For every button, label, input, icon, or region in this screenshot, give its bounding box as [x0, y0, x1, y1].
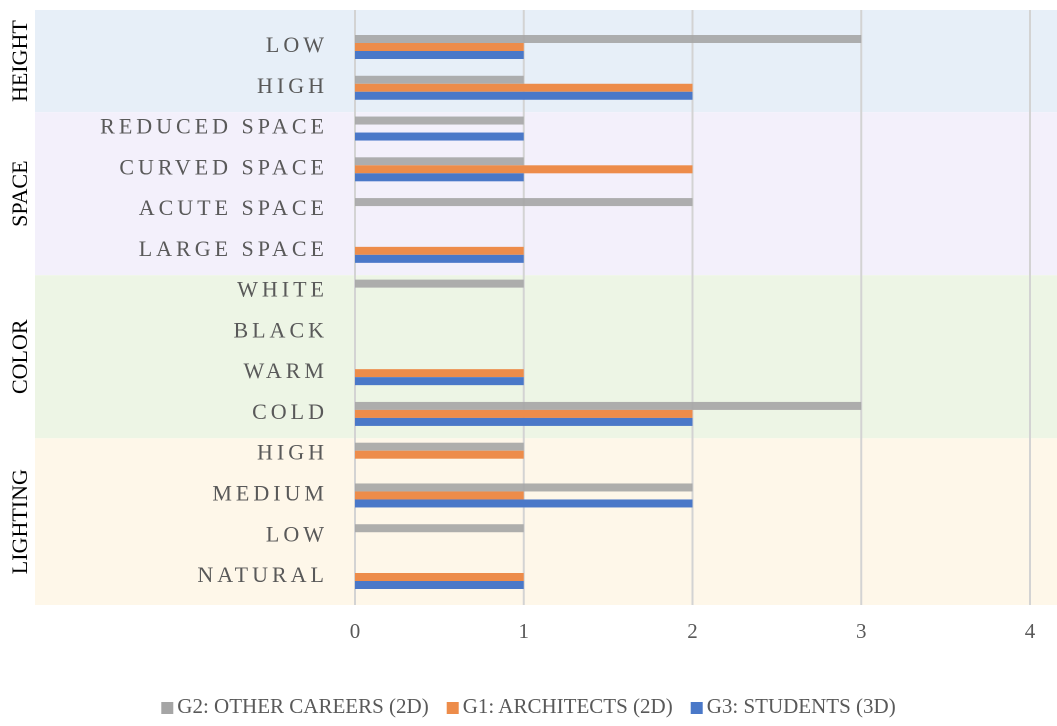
bar — [355, 499, 693, 508]
legend-swatch — [161, 702, 174, 714]
bar — [355, 75, 524, 84]
group-background — [35, 112, 1057, 276]
bar — [355, 83, 693, 92]
category-label: WARM — [244, 358, 328, 383]
bar — [355, 450, 524, 459]
bar — [355, 198, 693, 207]
bar — [355, 573, 524, 581]
bar — [355, 417, 693, 426]
group-label: LIGHTING — [7, 469, 32, 574]
bar — [355, 91, 693, 100]
bar — [355, 483, 693, 492]
legend-label: G1: ARCHITECTS (2D) — [463, 694, 673, 718]
bar — [355, 157, 524, 166]
bar — [355, 132, 524, 141]
legend-swatch — [690, 702, 703, 714]
bar — [355, 377, 524, 386]
x-tick-label: 2 — [687, 619, 698, 643]
category-label: WHITE — [237, 277, 328, 302]
bar — [355, 491, 524, 500]
bar — [355, 43, 524, 51]
bar — [355, 369, 524, 378]
category-label: ACUTE SPACE — [139, 195, 328, 220]
category-label: CURVED SPACE — [119, 154, 328, 179]
bar — [355, 401, 862, 410]
category-label: LARGE SPACE — [139, 236, 328, 261]
bar — [355, 581, 524, 589]
legend-label: G3: STUDENTS (3D) — [707, 694, 896, 718]
category-label: HIGH — [257, 73, 328, 98]
bar — [355, 442, 524, 451]
category-label: BLACK — [233, 317, 328, 342]
bar — [355, 524, 524, 533]
bar — [355, 173, 524, 182]
x-tick-label: 4 — [1025, 619, 1036, 643]
x-tick-label: 0 — [350, 619, 361, 643]
x-tick-label: 1 — [519, 619, 530, 643]
legend: G2: OTHER CAREERS (2D) G1: ARCHITECTS (2D… — [161, 694, 896, 718]
category-label: COLD — [252, 399, 328, 424]
group-label: HEIGHT — [7, 20, 32, 102]
category-label: REDUCED SPACE — [100, 114, 328, 139]
x-tick-label: 3 — [856, 619, 867, 643]
category-label: LOW — [266, 32, 328, 57]
category-label: NATURAL — [197, 562, 328, 587]
group-background — [35, 438, 1057, 605]
bar — [355, 409, 693, 418]
category-label: MEDIUM — [212, 481, 328, 506]
bar — [355, 165, 693, 174]
bar — [355, 279, 524, 288]
bar — [355, 116, 524, 125]
bar — [355, 254, 524, 263]
category-label: LOW — [266, 521, 328, 546]
legend-label: G2: OTHER CAREERS (2D) — [177, 694, 428, 718]
group-label: SPACE — [7, 160, 32, 226]
bar — [355, 35, 862, 43]
category-label: HIGH — [257, 440, 328, 465]
group-label: COLOR — [7, 319, 32, 394]
legend-swatch — [446, 702, 459, 714]
bar — [355, 246, 524, 255]
bar — [355, 51, 524, 59]
